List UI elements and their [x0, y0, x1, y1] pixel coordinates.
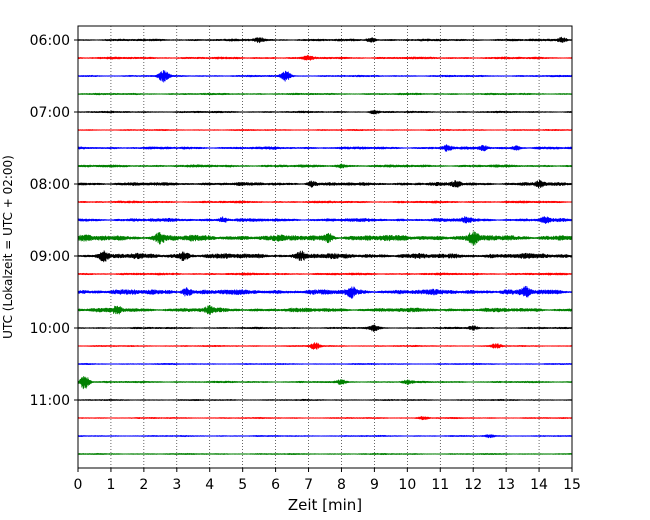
- x-tick-label: 0: [74, 477, 83, 493]
- trace-line: [77, 109, 573, 115]
- trace-line: [77, 452, 573, 456]
- y-tick-label: 07:00: [30, 105, 70, 121]
- trace-line: [77, 434, 573, 439]
- y-tick-label: 08:00: [30, 177, 70, 193]
- trace-line: [77, 304, 573, 315]
- x-tick-label: 2: [139, 477, 148, 493]
- trace-line: [77, 92, 573, 96]
- x-tick-label: 4: [205, 477, 214, 493]
- x-tick-label: 12: [464, 477, 482, 493]
- x-tick-label: 8: [337, 477, 346, 493]
- y-axis-label: UTC (Lokalzeit = UTC + 02:00): [1, 155, 15, 339]
- trace-line: [77, 200, 573, 204]
- trace-line: [77, 342, 573, 350]
- x-tick-label: 7: [304, 477, 313, 493]
- x-tick-label: 11: [431, 477, 449, 493]
- traces: [77, 36, 573, 456]
- x-tick-label: 3: [172, 477, 181, 493]
- trace-line: [77, 128, 573, 132]
- trace-line: [77, 36, 573, 44]
- x-tick-label: 1: [106, 477, 115, 493]
- x-tick-label: 13: [497, 477, 515, 493]
- trace-line: [77, 144, 573, 152]
- trace-line: [77, 231, 573, 246]
- x-tick-label: 5: [238, 477, 247, 493]
- x-tick-label: 9: [370, 477, 379, 493]
- x-tick-label: 6: [271, 477, 280, 493]
- y-tick-label: 10:00: [30, 321, 70, 337]
- y-tick-label: 11:00: [30, 393, 70, 409]
- plot-background: [78, 26, 572, 468]
- trace-line: [77, 285, 573, 299]
- trace-line: [77, 54, 573, 61]
- trace-line: [77, 272, 573, 276]
- plot-frame: [77, 25, 573, 469]
- trace-line: [77, 179, 573, 189]
- trace-line: [77, 216, 573, 224]
- trace-line: [77, 362, 573, 366]
- x-axis-ticks: 0 1 2 3 4 5 6 7 8 9 10 11 12 13 14 15: [74, 468, 581, 493]
- y-tick-label: 09:00: [30, 249, 70, 265]
- trace-line: [77, 398, 573, 402]
- x-tick-label: 10: [398, 477, 416, 493]
- x-axis-label: Zeit [min]: [288, 496, 362, 514]
- y-tick-label: 06:00: [30, 33, 70, 49]
- trace-line: [77, 376, 573, 390]
- x-tick-label: 15: [563, 477, 581, 493]
- trace-line: [77, 163, 573, 169]
- trace-line: [77, 69, 573, 83]
- trace-line: [77, 324, 573, 332]
- trace-line: [77, 415, 573, 421]
- y-axis-ticks: 06:00 07:00 08:00 09:00 10:00 11:00: [30, 33, 78, 409]
- x-tick-label: 14: [530, 477, 548, 493]
- trace-line: [77, 250, 573, 263]
